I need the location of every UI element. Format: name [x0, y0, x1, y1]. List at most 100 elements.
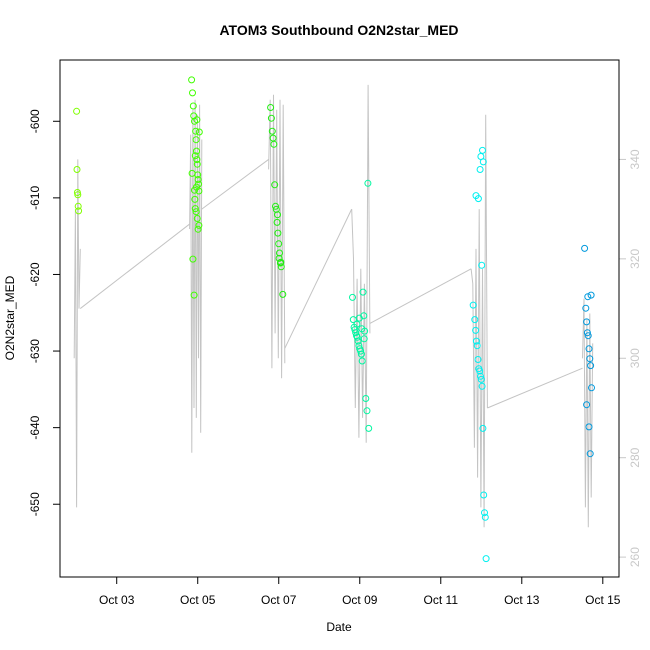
y-tick-label: -630: [28, 339, 42, 363]
data-point: [194, 176, 202, 183]
x-tick-label: Oct 13: [504, 593, 540, 607]
data-point: [191, 205, 199, 213]
data-point: [189, 255, 197, 263]
data-point: [270, 140, 278, 148]
data-point: [585, 345, 593, 353]
trace-segment-3: [268, 94, 286, 379]
data-point: [478, 382, 486, 390]
data-point: [358, 325, 366, 333]
data-point: [587, 291, 595, 299]
data-points: [73, 76, 595, 563]
data-point: [583, 318, 591, 326]
y2-tick-label: 260: [628, 547, 642, 567]
data-point: [275, 240, 283, 248]
data-point: [583, 401, 591, 409]
data-point: [75, 207, 83, 215]
data-point: [277, 263, 285, 271]
y-tick-label: -640: [28, 415, 42, 439]
data-point: [365, 424, 373, 432]
chart-title: ATOM3 Southbound O2N2star_MED: [219, 22, 458, 38]
y2-tick-label: 300: [628, 348, 642, 368]
y2-tick-label: 280: [628, 447, 642, 467]
data-point: [472, 337, 480, 345]
data-point: [479, 158, 487, 166]
data-point: [275, 254, 283, 262]
data-point: [191, 186, 198, 194]
data-point: [268, 127, 276, 135]
data-point: [271, 181, 279, 189]
data-point: [477, 375, 485, 383]
data-point: [587, 362, 595, 370]
data-point: [192, 136, 200, 144]
data-point: [193, 116, 201, 124]
x-axis-label: Date: [326, 620, 352, 634]
data-point: [194, 225, 202, 233]
data-point: [583, 329, 591, 337]
data-point: [364, 179, 372, 187]
data-point: [355, 314, 363, 322]
data-point: [73, 166, 81, 173]
data-point: [584, 332, 592, 340]
y2-tick-label: 320: [628, 249, 642, 269]
data-point: [188, 169, 196, 177]
data-point: [582, 304, 590, 312]
y-tick-label: -600: [28, 109, 42, 133]
data-point: [481, 513, 489, 521]
x-tick-label: Oct 09: [342, 593, 378, 607]
data-point: [273, 218, 281, 226]
data-point: [192, 127, 200, 135]
data-point: [74, 202, 82, 210]
data-point: [474, 356, 482, 363]
data-point: [469, 301, 477, 309]
data-point: [193, 215, 201, 222]
data-point: [479, 146, 486, 154]
data-point: [190, 291, 198, 299]
y2-tick-label: 340: [628, 149, 642, 169]
data-point: [193, 160, 201, 168]
data-point: [479, 424, 487, 432]
data-point: [471, 316, 479, 324]
data-point: [477, 372, 484, 380]
x-tick-label: Oct 15: [585, 593, 621, 607]
data-point: [478, 261, 486, 269]
data-point: [353, 320, 361, 328]
data-point: [74, 191, 82, 199]
data-point: [585, 423, 593, 431]
trace-connector-4: [369, 268, 472, 324]
data-point: [482, 555, 490, 563]
data-point: [362, 395, 370, 402]
trace-connector-3: [284, 208, 353, 349]
data-point: [189, 102, 197, 110]
data-point: [279, 290, 287, 298]
data-point: [588, 384, 595, 392]
data-point: [360, 335, 368, 343]
data-point: [267, 104, 275, 111]
data-point: [272, 202, 279, 210]
data-point: [353, 333, 361, 341]
data-point: [272, 205, 280, 213]
data-point: [277, 258, 285, 266]
data-point: [191, 152, 199, 160]
x-tick-label: Oct 11: [424, 593, 459, 607]
data-point: [195, 221, 203, 229]
data-point: [192, 208, 200, 216]
data-point: [474, 195, 482, 203]
data-point: [349, 293, 356, 301]
data-point: [195, 128, 203, 136]
data-point: [193, 156, 201, 164]
data-point: [586, 450, 594, 458]
data-point: [358, 357, 366, 365]
x-tick-label: Oct 03: [99, 593, 135, 607]
trace-connector-2: [201, 159, 269, 210]
y-tick-label: -620: [28, 262, 42, 286]
trace-connector-5: [487, 367, 583, 409]
data-point: [481, 509, 488, 517]
trace-segment-1: [73, 159, 81, 508]
data-point: [189, 89, 196, 97]
axes: Oct 03 Oct 05 Oct 07 Oct 09 Oct 11 Oct 13 Oct …: [28, 109, 642, 607]
data-point: [363, 407, 371, 415]
data-point: [586, 355, 594, 363]
data-point: [473, 342, 481, 350]
secondary-trace: [73, 84, 594, 528]
